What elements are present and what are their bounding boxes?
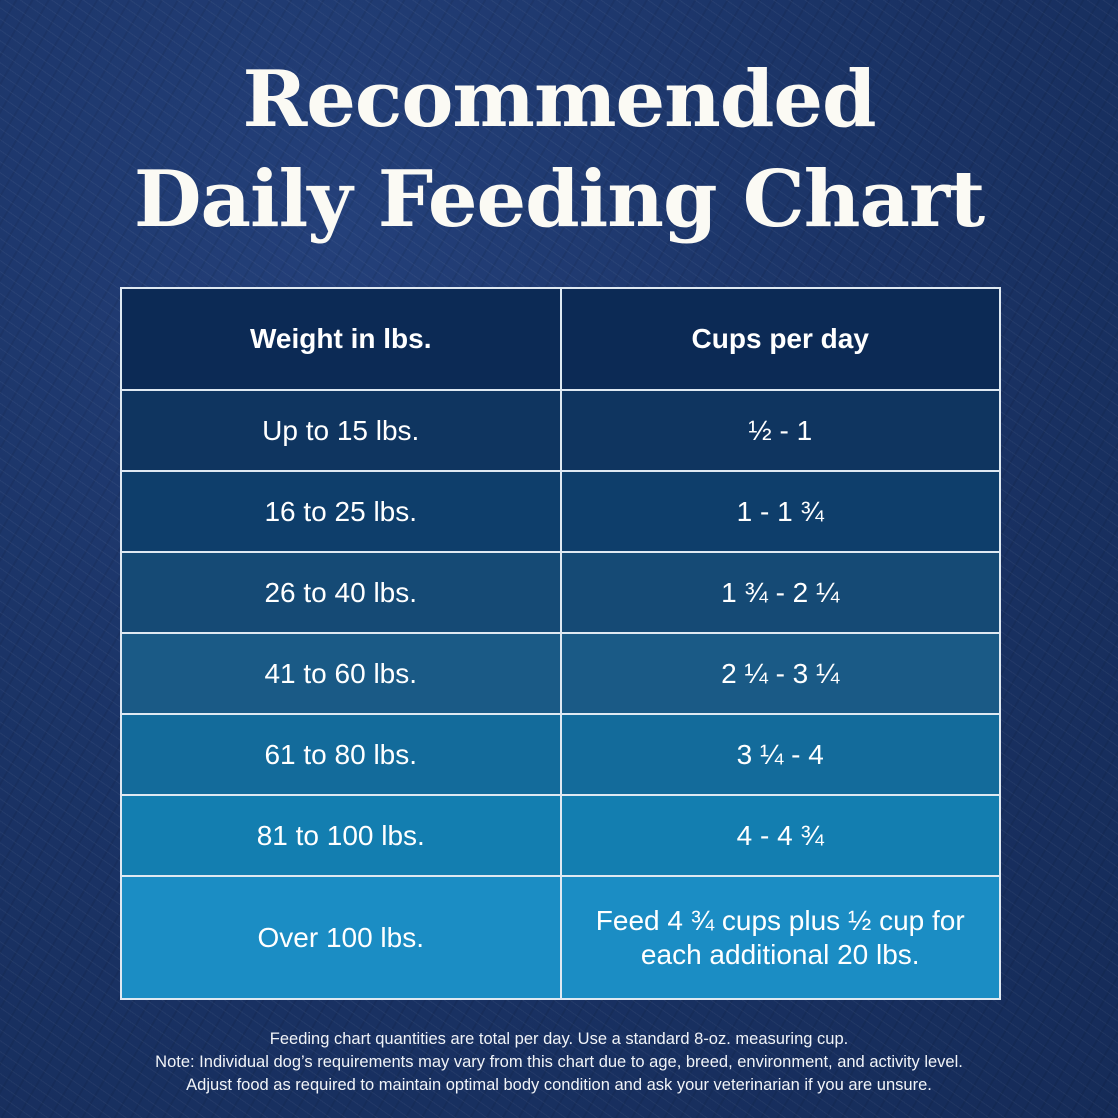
table-row: Over 100 lbs. Feed 4 ¾ cups plus ½ cup fo… [120,875,1001,1000]
header-weight: Weight in lbs. [120,287,562,391]
table-row: 81 to 100 lbs. 4 - 4 ¾ [120,794,1001,877]
footer-notes: Feeding chart quantities are total per d… [0,1028,1118,1097]
weight-cell: Up to 15 lbs. [120,389,562,472]
feeding-table: Weight in lbs. Cups per day Up to 15 lbs… [120,287,1001,1000]
table-row: 26 to 40 lbs. 1 ¾ - 2 ¼ [120,551,1001,634]
footer-line: Note: Individual dog’s requirements may … [155,1053,963,1071]
table-header-row: Weight in lbs. Cups per day [120,287,1001,391]
title-line-2: Daily Feeding Chart [133,154,985,245]
cups-cell: 4 - 4 ¾ [559,794,1001,877]
header-cups: Cups per day [559,287,1001,391]
cups-cell: ½ - 1 [559,389,1001,472]
table-row: 41 to 60 lbs. 2 ¼ - 3 ¼ [120,632,1001,715]
cups-cell: 2 ¼ - 3 ¼ [559,632,1001,715]
weight-cell: Over 100 lbs. [120,875,562,1000]
footer-line: Feeding chart quantities are total per d… [269,1030,849,1048]
weight-cell: 81 to 100 lbs. [120,794,562,877]
cups-cell: 1 - 1 ¾ [559,470,1001,553]
weight-cell: 16 to 25 lbs. [120,470,562,553]
weight-cell: 41 to 60 lbs. [120,632,562,715]
cups-cell: Feed 4 ¾ cups plus ½ cup for each additi… [559,875,1001,1000]
footer-line: Adjust food as required to maintain opti… [186,1076,932,1094]
weight-cell: 26 to 40 lbs. [120,551,562,634]
weight-cell: 61 to 80 lbs. [120,713,562,796]
cups-cell: 3 ¼ - 4 [559,713,1001,796]
title-line-1: Recommended [242,54,876,145]
table-row: 61 to 80 lbs. 3 ¼ - 4 [120,713,1001,796]
cups-cell: 1 ¾ - 2 ¼ [559,551,1001,634]
table-row: 16 to 25 lbs. 1 - 1 ¾ [120,470,1001,553]
table-row: Up to 15 lbs. ½ - 1 [120,389,1001,472]
